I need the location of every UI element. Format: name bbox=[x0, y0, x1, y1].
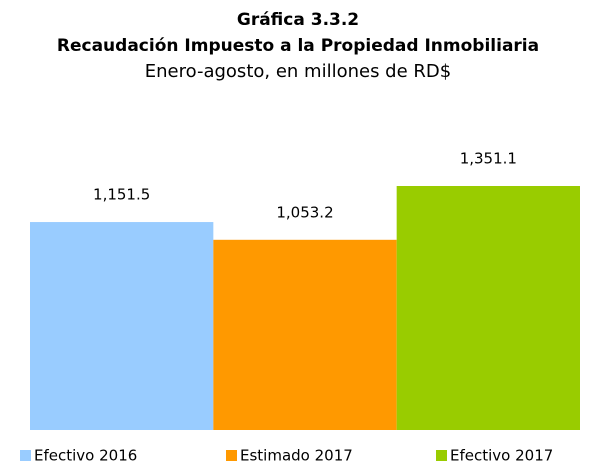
value-label: 1,351.1 bbox=[460, 150, 517, 168]
chart-title: Gráfica 3.3.2 bbox=[237, 10, 359, 30]
legend-label: Efectivo 2017 bbox=[450, 447, 553, 465]
bar bbox=[396, 186, 580, 430]
legend-swatch bbox=[436, 450, 447, 461]
bar bbox=[213, 239, 397, 430]
chart-subtitle: Recaudación Impuesto a la Propiedad Inmo… bbox=[57, 36, 539, 56]
value-label: 1,151.5 bbox=[93, 186, 150, 204]
legend-label: Efectivo 2016 bbox=[34, 447, 137, 465]
legend-label: Estimado 2017 bbox=[240, 447, 353, 465]
value-label: 1,053.2 bbox=[276, 203, 333, 221]
chart-note: Enero-agosto, en millones de RD$ bbox=[145, 61, 451, 82]
legend-swatch bbox=[20, 450, 31, 461]
bar bbox=[30, 222, 214, 430]
legend-swatch bbox=[226, 450, 237, 461]
